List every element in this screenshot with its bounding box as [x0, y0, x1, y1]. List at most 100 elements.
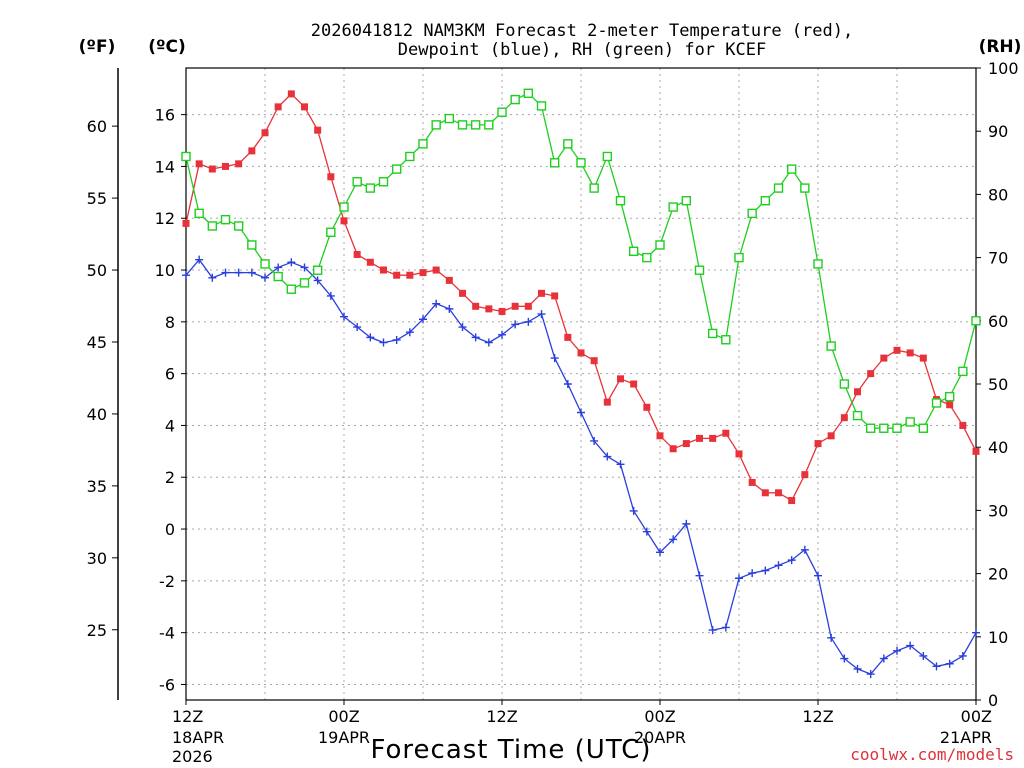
rh-point: [312, 265, 323, 275]
dewpoint-point: [958, 651, 967, 660]
rh-point: [681, 196, 692, 206]
rh-point: [405, 151, 415, 162]
dewpoint-point: [695, 571, 704, 580]
credit-text: coolwx.com/models: [850, 745, 1014, 764]
temperature-point: [445, 276, 453, 284]
temperature-point: [248, 147, 256, 155]
rh-point: [721, 335, 731, 345]
temperature-point: [511, 302, 519, 310]
rh-unit-label: (RH): [979, 37, 1022, 57]
rh-point: [655, 240, 665, 250]
celsius-tick-label: 12: [155, 209, 175, 228]
x-tick-year-label: 2026: [172, 747, 213, 766]
rh-point: [247, 240, 257, 250]
fahrenheit-tick-label: 30: [87, 549, 107, 568]
x-tick-date-label: 19APR: [318, 728, 370, 747]
temperature-point: [406, 271, 414, 279]
rh-point: [786, 164, 797, 174]
dewpoint-point: [432, 299, 441, 308]
rh-point: [523, 88, 534, 98]
dewpoint-point: [629, 506, 638, 515]
rh-point: [418, 139, 428, 149]
fahrenheit-tick-label: 55: [87, 189, 107, 208]
dewpoint-point: [708, 626, 717, 635]
temperature-point: [709, 434, 717, 442]
temperature-point: [577, 349, 585, 357]
dewpoint-point: [458, 323, 467, 332]
dewpoint-point: [392, 335, 401, 344]
temperature-point: [301, 103, 308, 111]
celsius-tick-label: 10: [155, 261, 175, 280]
temperature-point: [235, 160, 243, 168]
dewpoint-point: [195, 255, 204, 264]
temperature-point: [946, 401, 954, 409]
x-tick-label: 12Z: [486, 707, 517, 726]
temperature-point: [630, 380, 638, 388]
dewpoint-point: [800, 545, 809, 554]
temperature-point: [643, 403, 651, 411]
rh-point: [839, 379, 850, 389]
dewpoint-point: [735, 574, 743, 583]
fahrenheit-tick-label: 25: [87, 621, 107, 640]
rh-point: [642, 252, 652, 263]
dewpoint-point: [919, 651, 928, 660]
dewpoint-point: [379, 338, 388, 347]
temperature-point: [274, 103, 282, 111]
dewpoint-point: [603, 452, 612, 461]
rh-point: [800, 183, 810, 193]
rh-point: [773, 183, 784, 193]
dewpoint-point: [682, 519, 691, 528]
rh-point: [484, 120, 494, 130]
temperature-point: [459, 289, 466, 297]
tick-labels: 25 30 35 40 45 50 55 60 -6 -4 -2 0 2 4 6 8 10 12 14 16 0 10 20…: [87, 59, 1019, 766]
dewpoint-point: [300, 263, 309, 272]
celsius-tick-label: 4: [165, 416, 175, 435]
dewpoint-point: [550, 354, 559, 363]
rh-tick-label: 80: [988, 185, 1008, 204]
x-tick-label: 00Z: [644, 707, 675, 726]
x-tick-label: 00Z: [961, 707, 992, 726]
rh-tick-label: 20: [988, 565, 1008, 584]
dewpoint-point: [182, 271, 190, 280]
rh-tick-label: 10: [988, 628, 1008, 647]
x-tick-label: 12Z: [802, 707, 833, 726]
temperature-point: [287, 90, 295, 98]
dewpoint-point: [221, 268, 230, 277]
temperature-point: [182, 219, 190, 227]
temperature-point: [393, 271, 401, 279]
dewpoint-point: [590, 436, 599, 445]
dewpoint-point: [972, 628, 980, 637]
temperature-point: [498, 307, 506, 315]
dewpoint-point: [866, 670, 875, 679]
dewpoint-point: [906, 641, 915, 650]
rh-point: [207, 221, 218, 231]
rh-point: [668, 202, 678, 212]
rh-point: [273, 271, 283, 282]
rh-point: [339, 202, 349, 212]
rh-point: [958, 366, 968, 377]
chart-title-line-2: Dewpoint (blue), RH (green) for KCEF: [398, 40, 766, 60]
dewpoint-point: [261, 273, 269, 282]
rh-tick-label: 60: [988, 312, 1008, 331]
rh-point: [365, 183, 376, 193]
celsius-tick-label: 16: [155, 106, 175, 125]
fahrenheit-tick-label: 35: [87, 477, 107, 496]
x-axis-label: Forecast Time (UTC): [370, 735, 651, 765]
dewpoint-point: [748, 569, 757, 578]
temperature-point: [972, 447, 980, 455]
dewpoint-point: [511, 320, 520, 329]
celsius-tick-label: 0: [165, 520, 175, 539]
temperature-point: [775, 489, 782, 497]
rh-tick-label: 50: [988, 375, 1008, 394]
x-tick-date-label: 21APR: [940, 728, 992, 747]
temperature-point: [748, 478, 756, 486]
dewpoint-point: [353, 323, 362, 332]
dewpoint-point: [827, 633, 836, 642]
dewpoint-point: [498, 330, 506, 339]
rh-point: [233, 221, 244, 231]
celsius-tick-label: 8: [165, 313, 175, 332]
fahrenheit-tick-label: 60: [87, 117, 107, 136]
rh-point: [220, 214, 231, 225]
rh-point: [905, 417, 915, 427]
dewpoint-point: [840, 654, 849, 663]
